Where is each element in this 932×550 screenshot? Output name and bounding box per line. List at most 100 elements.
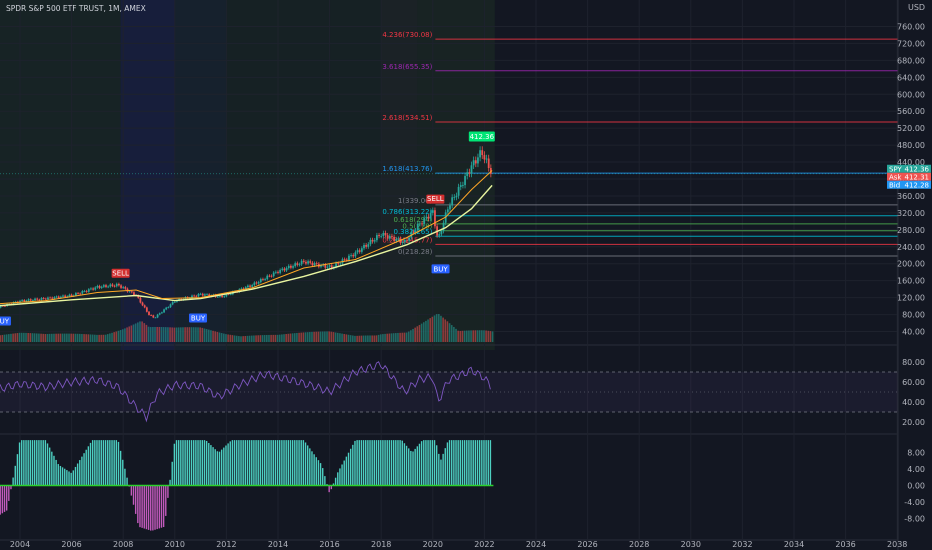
volume-bar [321,331,324,342]
volume-bar [76,333,79,342]
candle-body [472,160,475,166]
time-tick-label: 2020 [423,540,443,549]
regime-band [174,0,227,350]
volume-bar [85,334,88,342]
candle-body [49,297,51,299]
candle-body [313,263,316,266]
volume-bar [448,323,451,342]
time-tick-label: 2008 [113,540,133,549]
volume-bar [422,322,425,342]
candle-body [242,288,245,290]
candle-body [171,302,174,305]
candle-body [227,293,230,295]
time-axis[interactable]: 2004 2006 2008 2010 2012 2014 2016 2018 2020 2022… [10,540,908,549]
macd-histogram-bar [317,460,320,486]
volume-bar [100,334,103,342]
macd-histogram-bar [453,440,455,486]
price-tick-label: 120.00 [897,294,925,303]
volume-bar [12,333,14,342]
candle-body [83,291,86,292]
volume-bar [68,333,70,342]
volume-bar [3,334,6,342]
macd-histogram-bar [160,485,163,528]
macd-histogram-bar [190,440,193,486]
macd-histogram-bar [139,485,141,528]
candle-body [262,279,264,280]
macd-histogram-bar [356,440,358,486]
candle-body [229,294,232,295]
volume-bar [388,333,391,342]
candle-body [324,264,327,268]
macd-histogram-bar [169,479,171,486]
volume-bar [429,318,432,342]
volume-bar [390,333,393,342]
candle-body [122,287,125,288]
volume-bar [53,333,55,342]
volume-bar [126,327,128,342]
macd-histogram-bar [380,440,382,486]
price-axis[interactable]: 760.00 720.00 680.00 640.00 600.00 560.00 520.… [897,0,932,550]
candle-body [139,297,142,303]
rsi-tick-label: 80.00 [902,358,925,367]
candle-body [292,266,294,268]
macd-histogram-bar [399,440,401,486]
macd-histogram-bar [296,440,298,486]
macd-histogram-bar [384,440,386,486]
candle-body [311,262,314,266]
candle-body [143,305,146,308]
macd-histogram-bar [76,463,79,486]
macd-histogram-bar [46,443,49,486]
volume-bar [171,327,174,342]
candle-body [23,300,26,302]
candle-body [397,238,400,240]
macd-histogram-bar [324,476,326,486]
macd-histogram-bar [210,445,212,486]
volume-bar [74,333,77,342]
volume-bar [147,326,150,342]
macd-histogram-bar [354,440,356,486]
price-tag-value: 412.31 [905,173,930,181]
volume-bar [369,335,371,342]
candle-body [115,283,118,287]
candle-body [51,297,54,299]
volume-bar [392,333,395,342]
candle-body [307,261,309,264]
macd-histogram-bar [126,477,128,486]
volume-bar [42,333,45,342]
macd-histogram-bar [272,440,274,486]
volume-bar [190,327,193,342]
volume-bar [491,331,494,342]
candle-body [27,299,30,301]
price-tick-label: 240.00 [897,243,925,252]
volume-bar [66,333,68,342]
volume-bar [139,321,141,342]
volume-bar [306,332,309,342]
volume-bar [347,334,350,342]
candle-body [363,244,365,249]
time-tick-label: 2032 [732,540,752,549]
candle-body [429,212,432,219]
macd-histogram-bar [51,451,53,486]
volume-bar [371,335,373,342]
macd-histogram-bar [259,440,262,486]
macd-histogram-bar [111,440,113,486]
signal-marker [111,268,130,278]
volume-bar [367,335,369,342]
volume-bar [446,321,449,342]
volume-bar [364,335,367,342]
macd-histogram-bar [165,485,167,516]
candle-body [176,300,178,302]
candle-body [457,186,460,196]
candle-body [442,222,445,231]
fibonacci-levels: 4.236(730.08) 3.618(655.35) 2.618(534.51) 1… [382,31,898,257]
macd-histogram-bar [414,448,416,486]
candle-body [367,244,370,247]
volume-bar [220,333,223,342]
macd-tick-label: 4.00 [907,465,925,474]
candle-body [369,239,372,245]
volume-bar [244,335,247,342]
time-tick-label: 2004 [10,540,30,549]
volume-bar [61,333,64,342]
macd-histogram-bar [401,440,403,486]
